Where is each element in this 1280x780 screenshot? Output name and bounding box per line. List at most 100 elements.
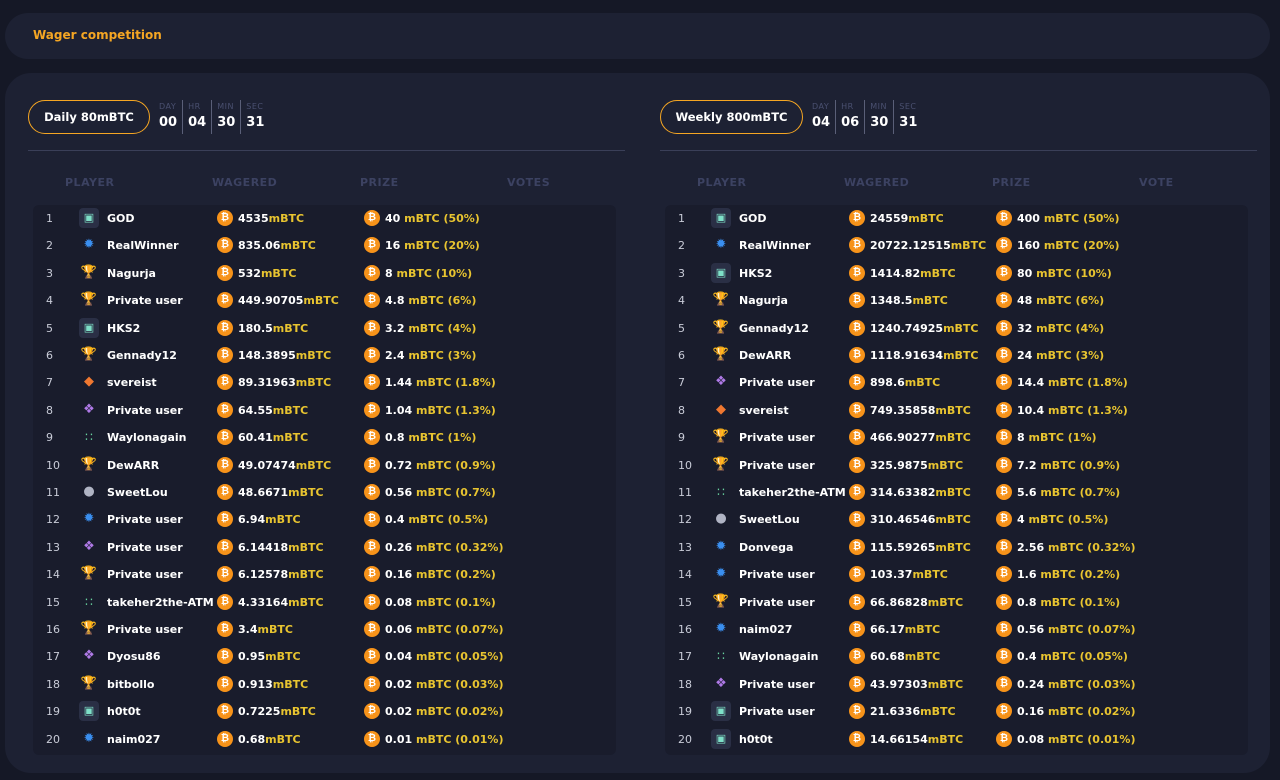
player-name[interactable]: Private user (107, 568, 183, 582)
rank-number: 17 (46, 650, 60, 664)
leaderboard-row[interactable]: 13 ✹ Donvega ₿ 115.59265mBTC ₿ 2.56 mBTC (0.32… (665, 534, 1248, 561)
player-name[interactable]: Private user (739, 376, 815, 390)
unit-label: mBTC (415, 486, 452, 499)
prize-percent: (3%) (1075, 349, 1105, 362)
timer-second: SEC 31 (246, 102, 265, 130)
leaderboard-row[interactable]: 5 🏆 Gennady12 ₿ 1240.74925mBTC ₿ 32 mBTC (4%) (665, 315, 1248, 342)
player-name[interactable]: naim027 (107, 732, 161, 746)
leaderboard-row[interactable]: 4 🏆 Nagurja ₿ 1348.5mBTC ₿ 48 mBTC (6%) (665, 287, 1248, 314)
player-name[interactable]: Nagurja (739, 294, 788, 308)
player-name[interactable]: Private user (739, 431, 815, 445)
leaderboard-row[interactable]: 10 🏆 Private user ₿ 325.9875mBTC ₿ 7.2 mBTC (0… (665, 452, 1248, 479)
player-name[interactable]: naim027 (739, 623, 793, 636)
leaderboard-row[interactable]: 19 ▣ h0t0t ₿ 0.7225mBTC ₿ 0.02 mBTC (0.02%) (33, 698, 616, 725)
player-name[interactable]: Nagurja (107, 266, 156, 280)
player-name[interactable]: Dyosu86 (107, 650, 161, 664)
wagered-amount: 466.90277mBTC (870, 431, 971, 445)
bitcoin-coin-icon: ₿ (996, 401, 1012, 418)
player-name[interactable]: Gennady12 (107, 349, 177, 362)
player-name[interactable]: Gennady12 (739, 321, 809, 335)
wagered-amount: 66.17mBTC (870, 623, 941, 636)
leaderboard-row[interactable]: 8 ◆ svereist ₿ 749.35858mBTC ₿ 10.4 mBTC (1.3%… (665, 397, 1248, 424)
leaderboard-row[interactable]: 6 🏆 DewARR ₿ 1118.91634mBTC ₿ 24 mBTC (3%) (665, 342, 1248, 369)
player-name[interactable]: Private user (739, 677, 815, 691)
leaderboard-row[interactable]: 3 ▣ HKS2 ₿ 1414.82mBTC ₿ 80 mBTC (10%) (665, 260, 1248, 287)
bitcoin-coin-icon: ₿ (364, 292, 380, 309)
leaderboard-row[interactable]: 13 ❖ Private user ₿ 6.14418mBTC ₿ 0.26 mBTC (0… (33, 534, 616, 561)
player-name[interactable]: HKS2 (739, 266, 773, 280)
leaderboard-row[interactable]: 20 ▣ h0t0t ₿ 14.66154mBTC ₿ 0.08 mBTC (0.01%) (665, 726, 1248, 753)
player-name[interactable]: Private user (107, 294, 183, 308)
leaderboard-row[interactable]: 11 ● SweetLou ₿ 48.6671mBTC ₿ 0.56 mBTC (0.7%) (33, 479, 616, 506)
player-name[interactable]: Private user (739, 595, 815, 609)
leaderboard-row[interactable]: 11 ∷ takeher2the-ATM ₿ 314.63382mBTC ₿ 5.6 mBT… (665, 479, 1248, 506)
leaderboard-row[interactable]: 10 🏆 DewARR ₿ 49.07474mBTC ₿ 0.72 mBTC (0.9%) (33, 452, 616, 479)
leaderboard-row[interactable]: 7 ◆ svereist ₿ 89.31963mBTC ₿ 1.44 mBTC (1.8%) (33, 369, 616, 396)
player-name[interactable]: svereist (739, 403, 789, 417)
player-name[interactable]: svereist (107, 376, 157, 390)
player-name[interactable]: Private user (107, 623, 183, 636)
leaderboard-row[interactable]: 14 ✹ Private user ₿ 103.37mBTC ₿ 1.6 mBTC (0.2… (665, 561, 1248, 588)
leaderboard-row[interactable]: 14 🏆 Private user ₿ 6.12578mBTC ₿ 0.16 mBTC (0… (33, 561, 616, 588)
unit-label: mBTC (904, 650, 941, 664)
player-name[interactable]: RealWinner (739, 239, 811, 253)
leaderboard-row[interactable]: 15 ∷ takeher2the-ATM ₿ 4.33164mBTC ₿ 0.08 mBTC… (33, 589, 616, 616)
player-name[interactable]: h0t0t (107, 705, 141, 719)
leaderboard-row[interactable]: 20 ✹ naim027 ₿ 0.68mBTC ₿ 0.01 mBTC (0.01%) (33, 726, 616, 753)
leaderboard-row[interactable]: 15 🏆 Private user ₿ 66.86828mBTC ₿ 0.8 mBTC (0… (665, 589, 1248, 616)
player-name[interactable]: Private user (107, 513, 183, 527)
leaderboard-row[interactable]: 8 ❖ Private user ₿ 64.55mBTC ₿ 1.04 mBTC (1.3%… (33, 397, 616, 424)
player-name[interactable]: h0t0t (739, 732, 773, 746)
daily-competition-button[interactable]: Daily 80mBTC (28, 100, 150, 134)
player-name[interactable]: DewARR (739, 349, 792, 362)
player-name[interactable]: SweetLou (739, 513, 800, 527)
player-name[interactable]: Private user (739, 568, 815, 582)
player-name[interactable]: Private user (107, 540, 183, 554)
rank-number: 4 (46, 294, 53, 308)
bitcoin-coin-icon: ₿ (849, 264, 865, 281)
leaderboard-row[interactable]: 17 ∷ Waylonagain ₿ 60.68mBTC ₿ 0.4 mBTC (0.05%… (665, 643, 1248, 670)
leaderboard-row[interactable]: 18 🏆 bitbollo ₿ 0.913mBTC ₿ 0.02 mBTC (0.03%) (33, 671, 616, 698)
player-name[interactable]: bitbollo (107, 677, 155, 691)
leaderboard-row[interactable]: 2 ✹ RealWinner ₿ 835.06mBTC ₿ 16 mBTC (20%) (33, 232, 616, 259)
player-name[interactable]: SweetLou (107, 486, 168, 499)
leaderboard-row[interactable]: 3 🏆 Nagurja ₿ 532mBTC ₿ 8 mBTC (10%) (33, 260, 616, 287)
leaderboard-row[interactable]: 7 ❖ Private user ₿ 898.6mBTC ₿ 14.4 mBTC (1.8%… (665, 369, 1248, 396)
player-name[interactable]: Private user (107, 403, 183, 417)
player-name[interactable]: Waylonagain (107, 431, 187, 445)
leaderboard-row[interactable]: 2 ✹ RealWinner ₿ 20722.12515mBTC ₿ 160 mBTC (2… (665, 232, 1248, 259)
player-name[interactable]: takeher2the-ATM (107, 595, 214, 609)
leaderboard-row[interactable]: 6 🏆 Gennady12 ₿ 148.3895mBTC ₿ 2.4 mBTC (3%) (33, 342, 616, 369)
leaderboard-row[interactable]: 9 🏆 Private user ₿ 466.90277mBTC ₿ 8 mBTC (1%) (665, 424, 1248, 451)
unit-label: mBTC (272, 403, 309, 417)
leaderboard-row[interactable]: 16 🏆 Private user ₿ 3.4mBTC ₿ 0.06 mBTC (0.07%… (33, 616, 616, 643)
bitcoin-coin-icon: ₿ (217, 484, 233, 500)
prize-amount: 0.04 mBTC (0.05%) (385, 650, 504, 664)
bitcoin-coin-icon: ₿ (217, 593, 233, 610)
leaderboard-row[interactable]: 12 ✹ Private user ₿ 6.94mBTC ₿ 0.4 mBTC (0.5%) (33, 506, 616, 533)
leaderboard-row[interactable]: 1 ▣ GOD ₿ 24559mBTC ₿ 400 mBTC (50%) (665, 205, 1248, 232)
player-name[interactable]: Private user (739, 705, 815, 719)
prize-percent: (0.5%) (1067, 513, 1109, 527)
leaderboard-row[interactable]: 17 ❖ Dyosu86 ₿ 0.95mBTC ₿ 0.04 mBTC (0.05%) (33, 643, 616, 670)
player-name[interactable]: Waylonagain (739, 650, 819, 664)
wagered-amount: 325.9875mBTC (870, 458, 964, 472)
player-name[interactable]: GOD (739, 212, 767, 225)
player-name[interactable]: DewARR (107, 458, 160, 472)
leaderboard-row[interactable]: 16 ✹ naim027 ₿ 66.17mBTC ₿ 0.56 mBTC (0.07%) (665, 616, 1248, 643)
weekly-competition-button[interactable]: Weekly 800mBTC (660, 100, 803, 134)
player-name[interactable]: RealWinner (107, 239, 179, 253)
player-name[interactable]: GOD (107, 212, 135, 225)
leaderboard-row[interactable]: 4 🏆 Private user ₿ 449.90705mBTC ₿ 4.8 mBTC (6… (33, 287, 616, 314)
leaderboard-row[interactable]: 5 ▣ HKS2 ₿ 180.5mBTC ₿ 3.2 mBTC (4%) (33, 315, 616, 342)
player-name[interactable]: HKS2 (107, 321, 141, 335)
leaderboard-row[interactable]: 1 ▣ GOD ₿ 4535mBTC ₿ 40 mBTC (50%) (33, 205, 616, 232)
leaderboard-row[interactable]: 12 ● SweetLou ₿ 310.46546mBTC ₿ 4 mBTC (0.5%) (665, 506, 1248, 533)
player-name[interactable]: takeher2the-ATM (739, 486, 846, 499)
page-title: Wager competition (33, 28, 162, 42)
leaderboard-row[interactable]: 18 ❖ Private user ₿ 43.97303mBTC ₿ 0.24 mBTC (… (665, 671, 1248, 698)
leaderboard-row[interactable]: 9 ∷ Waylonagain ₿ 60.41mBTC ₿ 0.8 mBTC (1%) (33, 424, 616, 451)
player-name[interactable]: Private user (739, 458, 815, 472)
leaderboard-row[interactable]: 19 ▣ Private user ₿ 21.6336mBTC ₿ 0.16 mBTC (0… (665, 698, 1248, 725)
player-name[interactable]: Donvega (739, 540, 794, 554)
